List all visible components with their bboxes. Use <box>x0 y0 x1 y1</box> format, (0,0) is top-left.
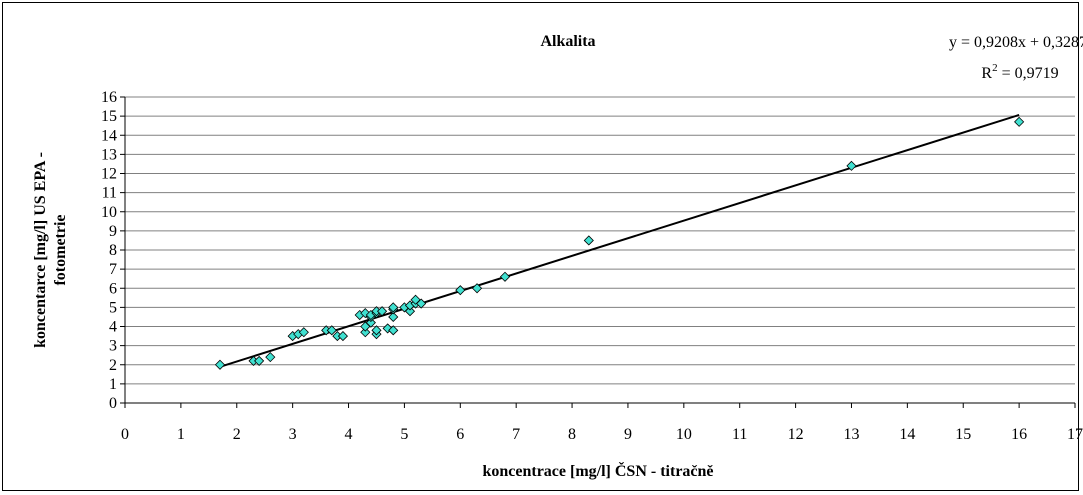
x-tick-label: 12 <box>788 426 804 443</box>
chart-title: Alkalita <box>540 33 595 50</box>
data-point-marker <box>214 359 226 370</box>
x-tick-label: 7 <box>512 426 520 443</box>
data-point-marker <box>365 317 376 328</box>
x-axis-title: koncentrace [mg/l] ČSN - titračně <box>482 461 713 480</box>
y-tick-label: 4 <box>109 319 117 336</box>
data-point-marker <box>388 311 399 323</box>
axis-layer <box>120 96 1076 408</box>
x-tick-label: 2 <box>233 426 241 443</box>
trendline-equation: y = 0,9208x + 0,3287 <box>949 34 1083 51</box>
x-tick-label: 14 <box>899 426 915 443</box>
y-tick-label: 14 <box>101 127 117 144</box>
x-tick-label: 16 <box>1011 426 1027 443</box>
data-point-marker <box>455 285 466 296</box>
x-tick-label: 0 <box>121 426 129 443</box>
y-tick-label: 10 <box>101 204 117 221</box>
r-squared-prefix: R <box>981 65 992 82</box>
data-point-marker <box>254 355 265 366</box>
y-tick-label: 12 <box>101 166 117 183</box>
x-tick-label: 15 <box>955 426 971 443</box>
y-axis-title-group: koncentarce [mg/l] US EPA - fotometrie <box>32 152 69 348</box>
data-point-marker <box>499 271 511 282</box>
y-tick-label: 5 <box>109 299 117 316</box>
data-point-marker <box>416 298 427 309</box>
data-point-marker <box>376 306 388 317</box>
y-tick-label: 15 <box>101 108 117 125</box>
x-tick-label: 11 <box>732 426 747 443</box>
data-point-marker <box>360 327 371 338</box>
y-tick-label: 7 <box>109 261 117 278</box>
r-squared-label: R2 = 0,9719 <box>981 62 1058 82</box>
x-tick-label: 4 <box>345 426 353 443</box>
data-point-marker <box>388 302 399 313</box>
grid-layer <box>125 96 1075 385</box>
r-squared-sup: 2 <box>992 62 998 74</box>
y-axis-title-line-2: fotometrie <box>52 214 69 285</box>
x-tick-label: 8 <box>568 426 576 443</box>
y-tick-label: 1 <box>109 376 117 393</box>
x-tick-label: 13 <box>843 426 859 443</box>
trendline-layer <box>219 113 1020 368</box>
x-tick-label: 10 <box>676 426 692 443</box>
data-point-marker <box>846 160 857 171</box>
data-point-marker <box>371 325 382 336</box>
data-point-marker <box>583 235 594 246</box>
data-point-marker <box>326 325 337 336</box>
y-tick-label: 6 <box>109 280 117 297</box>
data-point-marker <box>471 283 483 294</box>
x-tick-label: 9 <box>624 426 632 443</box>
data-point-marker <box>404 306 416 317</box>
x-tick-label: 17 <box>1067 426 1083 443</box>
y-tick-label: 13 <box>101 146 117 163</box>
y-tick-label: 8 <box>109 242 117 259</box>
y-tick-label: 0 <box>109 395 117 412</box>
y-tick-label: 16 <box>101 89 117 106</box>
x-tick-label: 5 <box>400 426 408 443</box>
y-tick-label: 11 <box>102 185 117 202</box>
x-tick-label: 3 <box>289 426 297 443</box>
y-tick-label: 3 <box>109 338 117 355</box>
y-tick-label: 2 <box>109 357 117 374</box>
y-axis-title-line-1: koncentarce [mg/l] US EPA - <box>32 152 49 348</box>
data-point-marker <box>1014 116 1025 127</box>
data-point-marker <box>337 330 349 342</box>
data-point-marker <box>265 352 276 363</box>
marker-layer <box>214 116 1025 370</box>
r-squared-value: = 0,9719 <box>998 65 1059 82</box>
x-tick-label: 6 <box>456 426 464 443</box>
x-tick-label: 1 <box>177 426 185 443</box>
data-point-marker <box>388 325 399 336</box>
y-tick-label: 9 <box>109 223 117 240</box>
trendline <box>219 113 1020 368</box>
data-point-marker <box>298 327 309 338</box>
